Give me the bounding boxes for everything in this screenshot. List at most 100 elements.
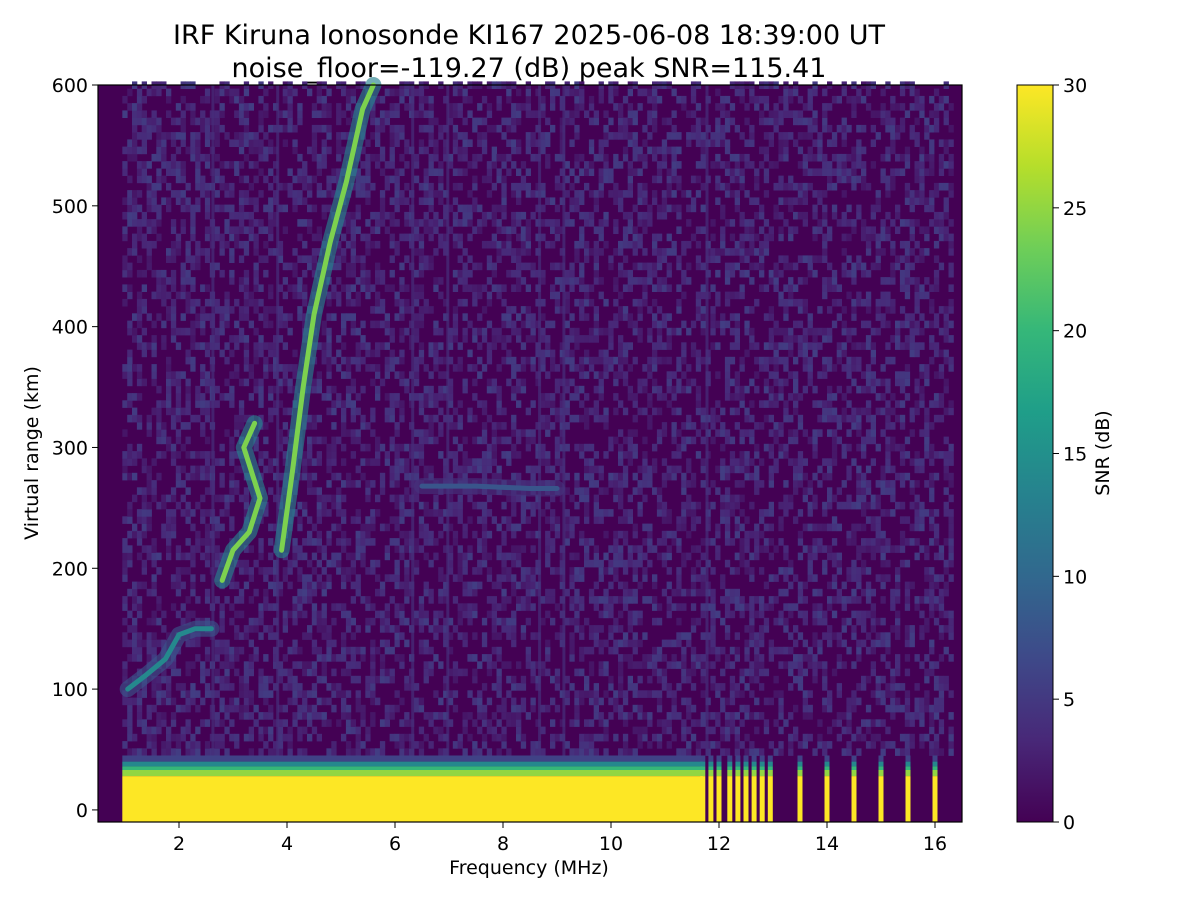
- noise-cell: [690, 581, 697, 590]
- noise-cell: [452, 233, 459, 242]
- noise-cell: [632, 248, 638, 256]
- noise-cell: [287, 646, 293, 655]
- noise-cell: [234, 88, 240, 97]
- noise-cell: [462, 639, 468, 648]
- noise-cell: [598, 378, 604, 387]
- noise-cell: [554, 523, 561, 532]
- noise-cell: [379, 523, 386, 532]
- noise-cell: [569, 596, 575, 604]
- noise-cell: [277, 487, 284, 495]
- noise-cell: [292, 646, 298, 655]
- noise-cell: [618, 458, 624, 466]
- noise-cell: [127, 371, 133, 379]
- noise-cell: [627, 182, 633, 191]
- noise-cell: [681, 726, 687, 735]
- noise-cell: [467, 320, 473, 329]
- noise-cell: [452, 335, 459, 343]
- noise-cell: [321, 545, 327, 553]
- noise-cell: [681, 748, 687, 756]
- noise-cell: [690, 509, 697, 517]
- noise-cell: [248, 625, 254, 633]
- noise-cell: [175, 545, 182, 553]
- noise-cell: [273, 124, 279, 133]
- noise-cell: [151, 494, 157, 503]
- noise-cell: [321, 393, 327, 401]
- noise-cell: [472, 335, 478, 343]
- noise-cell: [375, 277, 381, 285]
- noise-cell: [170, 335, 177, 343]
- noise-cell: [379, 661, 386, 669]
- noise-cell: [647, 335, 653, 343]
- noise-cell: [316, 182, 322, 191]
- noise-cell: [404, 748, 410, 756]
- noise-cell: [321, 320, 327, 329]
- noise-cell: [598, 182, 604, 191]
- noise-cell: [166, 248, 172, 256]
- noise-cell: [588, 168, 595, 176]
- noise-cell: [535, 741, 541, 749]
- noise-cell: [132, 407, 138, 416]
- noise-cell: [593, 197, 599, 205]
- noise-cell: [676, 639, 682, 648]
- noise-cell: [413, 697, 420, 706]
- noise-cell: [491, 661, 497, 669]
- noise-cell: [477, 697, 483, 706]
- noise-cell: [132, 458, 138, 466]
- noise-cell: [433, 501, 439, 510]
- noise-cell: [428, 588, 434, 597]
- noise-cell: [122, 472, 128, 481]
- noise-cell: [496, 436, 502, 445]
- noise-cell: [370, 414, 376, 423]
- noise-cell: [156, 284, 162, 292]
- noise-cell: [316, 675, 322, 684]
- noise-cell: [326, 639, 332, 648]
- noise-cell: [375, 610, 381, 619]
- noise-cell: [234, 487, 240, 495]
- noise-cell: [564, 690, 570, 698]
- noise-cell: [647, 364, 653, 372]
- noise-cell: [652, 95, 658, 104]
- noise-cell: [666, 719, 672, 727]
- noise-cell: [204, 407, 211, 416]
- noise-cell: [370, 306, 376, 314]
- noise-cell: [472, 610, 478, 619]
- noise-cell: [686, 632, 692, 640]
- noise-cell: [341, 146, 347, 155]
- noise-cell: [350, 654, 356, 662]
- noise-cell: [156, 552, 162, 561]
- noise-cell: [350, 516, 356, 524]
- noise-cell: [151, 559, 157, 568]
- noise-cell: [642, 574, 648, 582]
- noise-cell: [302, 284, 308, 292]
- noise-cell: [472, 501, 478, 510]
- noise-cell: [156, 139, 162, 147]
- noise-cell: [530, 661, 536, 669]
- noise-cell: [146, 726, 152, 735]
- noise-cell: [613, 639, 619, 648]
- noise-cell: [175, 117, 182, 126]
- noise-cell: [608, 646, 614, 655]
- noise-cell: [516, 117, 522, 126]
- noise-cell: [355, 190, 361, 198]
- noise-cell: [399, 458, 405, 466]
- noise-cell: [166, 306, 172, 314]
- noise-cell: [214, 523, 220, 532]
- noise-cell: [224, 291, 230, 300]
- noise-cell: [132, 581, 138, 590]
- noise-cell: [656, 277, 663, 285]
- noise-cell: [632, 639, 638, 648]
- noise-cell: [238, 284, 245, 292]
- noise-cell: [341, 704, 347, 713]
- noise-cell: [457, 342, 463, 350]
- noise-cell: [326, 625, 332, 633]
- noise-cell: [190, 683, 196, 691]
- noise-cell: [248, 726, 254, 735]
- noise-cell: [336, 509, 342, 517]
- noise-cell: [564, 472, 570, 481]
- noise-cell: [360, 458, 366, 466]
- noise-cell: [593, 190, 599, 198]
- noise-cell: [229, 306, 235, 314]
- noise-cell: [170, 298, 177, 307]
- noise-cell: [671, 327, 677, 336]
- noise-cell: [234, 168, 240, 176]
